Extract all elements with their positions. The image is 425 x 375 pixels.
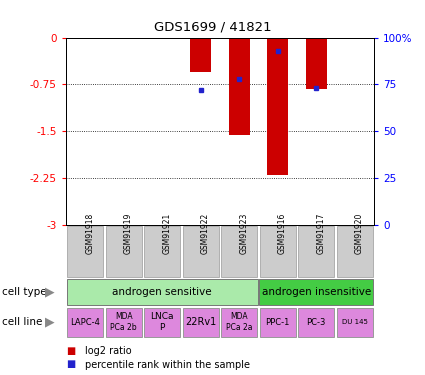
Text: androgen sensitive: androgen sensitive [112,286,212,297]
Bar [144,226,180,277]
Bar [105,226,142,277]
Text: DU 145: DU 145 [342,319,368,325]
Text: GSM91916: GSM91916 [278,212,287,254]
Text: cell type: cell type [2,286,47,297]
Text: PC-3: PC-3 [306,318,326,327]
Text: GSM91918: GSM91918 [85,212,94,254]
Bar [259,279,373,304]
Bar [67,279,258,304]
Bar [337,308,373,337]
Bar [337,226,373,277]
Bar [183,308,219,337]
Bar [67,308,103,337]
Text: ■: ■ [66,346,75,356]
Text: 22Rv1: 22Rv1 [185,317,216,327]
Bar [183,226,219,277]
Text: percentile rank within the sample: percentile rank within the sample [85,360,250,369]
Bar [67,226,103,277]
Text: ■: ■ [66,360,75,369]
Text: MDA
PCa 2a: MDA PCa 2a [226,312,252,332]
Bar [267,38,288,175]
Bar [306,38,327,89]
Text: log2 ratio: log2 ratio [85,346,132,356]
Text: ▶: ▶ [45,285,55,298]
Text: GSM91922: GSM91922 [201,212,210,254]
Bar [221,308,257,337]
Text: GSM91923: GSM91923 [239,212,248,254]
Text: LAPC-4: LAPC-4 [70,318,100,327]
Bar [260,226,296,277]
Bar [144,308,180,337]
Text: ▶: ▶ [45,316,55,328]
Text: MDA
PCa 2b: MDA PCa 2b [110,312,137,332]
Text: GSM91921: GSM91921 [162,212,171,254]
Bar [105,308,142,337]
Bar [298,226,334,277]
Text: GSM91917: GSM91917 [316,212,325,254]
Text: GDS1699 / 41821: GDS1699 / 41821 [154,21,271,34]
Text: cell line: cell line [2,317,42,327]
Text: GSM91919: GSM91919 [124,212,133,254]
Text: PPC-1: PPC-1 [266,318,290,327]
Bar [229,38,250,135]
Bar [298,308,334,337]
Text: GSM91920: GSM91920 [355,212,364,254]
Text: LNCa
P: LNCa P [150,312,174,332]
Text: androgen insensitive: androgen insensitive [262,286,371,297]
Bar [260,308,296,337]
Bar [221,226,257,277]
Bar [190,38,211,72]
